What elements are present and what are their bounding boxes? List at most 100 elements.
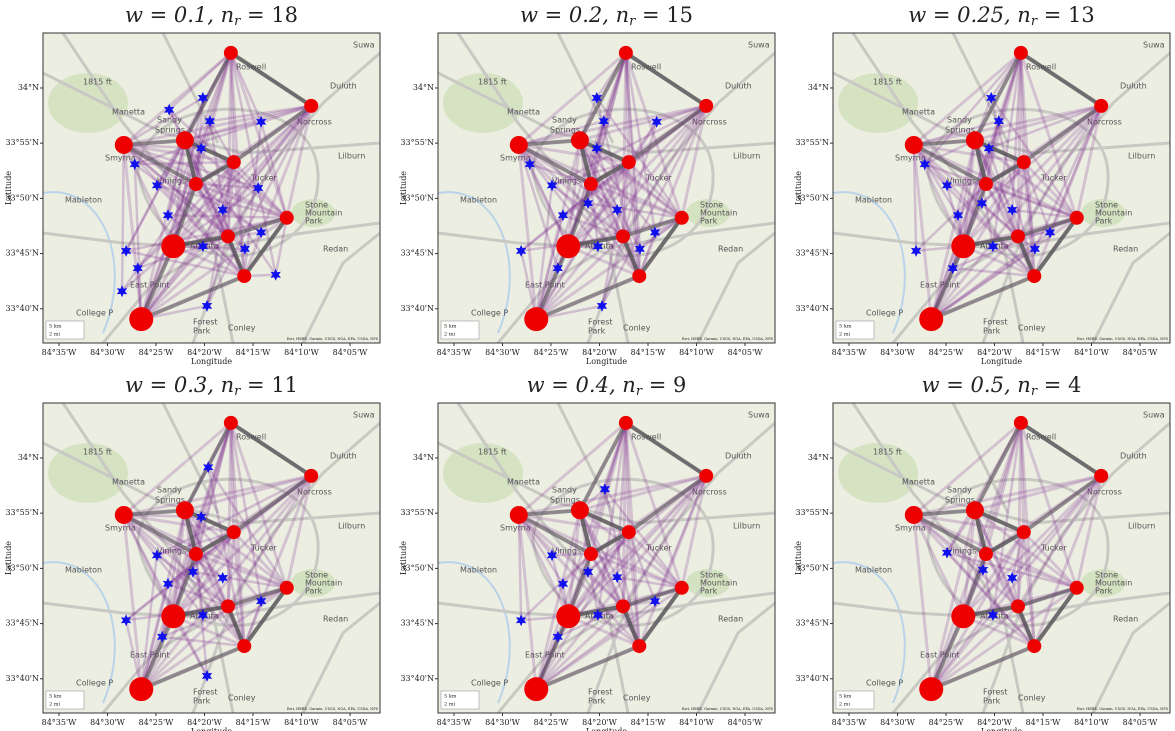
hub — [1017, 155, 1031, 169]
y-tick-label: 33°45'N — [795, 619, 829, 628]
place-label: Forest — [983, 688, 1008, 697]
y-axis-label: Latitude — [4, 541, 13, 575]
place-label: Lilburn — [338, 522, 365, 531]
hub — [510, 136, 528, 154]
attribution: Esri, HERE, Garmin, USGS, NGA, EPA, USDA… — [287, 337, 379, 341]
place-label: Suwa — [353, 41, 375, 50]
x-tick-label: 84°10'W — [284, 348, 320, 357]
hub — [221, 599, 235, 613]
place-label: Manetta — [902, 478, 935, 487]
title-main: w = 0.2, n — [520, 3, 629, 27]
place-label: 1815 ft — [83, 448, 112, 457]
hub — [237, 639, 251, 653]
title-end: = 18 — [240, 3, 298, 27]
place-label: Conley — [1018, 694, 1046, 703]
y-tick-label: 33°45'N — [5, 619, 39, 628]
place-label: Mableton — [460, 196, 497, 205]
x-axis-label: Longitude — [981, 727, 1022, 731]
hub — [556, 234, 580, 258]
y-axis-label: Latitude — [794, 171, 803, 205]
title-end: = 9 — [642, 373, 686, 397]
place-label: Conley — [228, 694, 256, 703]
x-tick-label: 84°30'W — [880, 348, 916, 357]
y-tick-label: 33°40'N — [400, 304, 434, 313]
hub — [966, 501, 984, 519]
place-label: Lilburn — [338, 152, 365, 161]
x-tick-label: 84°10'W — [679, 348, 715, 357]
place-label: Park — [1095, 217, 1113, 226]
y-axis-label: Latitude — [399, 541, 408, 575]
place-label: Duluth — [725, 452, 752, 461]
title-main: w = 0.1, n — [125, 3, 234, 27]
x-tick-label: 84°25'W — [929, 718, 965, 727]
hub — [115, 506, 133, 524]
scale-label: 2 mi — [444, 702, 456, 708]
x-tick-label: 84°20'W — [977, 718, 1013, 727]
place-label: College P — [471, 679, 508, 688]
hub — [524, 307, 548, 331]
place-label: Sandy — [157, 486, 182, 495]
title-main: w = 0.25, n — [908, 3, 1031, 27]
hub — [675, 581, 689, 595]
title-end: = 11 — [240, 373, 298, 397]
y-tick-label: 33°55'N — [400, 508, 434, 517]
panel-title: w = 0.4, nr = 9 — [527, 373, 687, 399]
place-label: Lilburn — [733, 152, 760, 161]
x-tick-label: 84°25'W — [139, 718, 175, 727]
hub — [979, 177, 993, 191]
x-tick-label: 84°20'W — [187, 718, 223, 727]
place-label: Suwa — [1143, 411, 1165, 420]
place-label: Redan — [718, 615, 743, 624]
hub — [189, 177, 203, 191]
y-tick-label: 33°40'N — [795, 304, 829, 313]
title-main: w = 0.3, n — [125, 373, 234, 397]
title-end: = 15 — [635, 3, 693, 27]
place-label: College P — [866, 679, 903, 688]
hub — [951, 604, 975, 628]
x-tick-label: 84°10'W — [1074, 718, 1110, 727]
y-tick-label: 33°40'N — [795, 674, 829, 683]
y-tick-label: 33°55'N — [5, 508, 39, 517]
y-tick-label: 33°45'N — [795, 249, 829, 258]
hub — [280, 581, 294, 595]
hub — [1017, 525, 1031, 539]
place-label: Conley — [1018, 324, 1046, 333]
x-tick-label: 84°20'W — [582, 348, 618, 357]
place-label: Manetta — [902, 108, 935, 117]
x-tick-label: 84°30'W — [90, 718, 126, 727]
x-axis-label: Longitude — [191, 727, 232, 731]
place-label: College P — [471, 309, 508, 318]
title-main: w = 0.5, n — [922, 373, 1031, 397]
map: RoswellDuluthManettaSandySpringsSmyrnaLi… — [438, 403, 775, 713]
hub — [227, 155, 241, 169]
scale-label: 2 mi — [49, 702, 61, 708]
place-label: Park — [983, 697, 1001, 706]
place-label: Conley — [228, 324, 256, 333]
panel-title: w = 0.1, nr = 18 — [125, 3, 298, 29]
scale-label: 2 mi — [49, 332, 61, 338]
hub — [905, 506, 923, 524]
y-tick-label: 34°N — [413, 83, 434, 92]
panel-title: w = 0.2, nr = 15 — [520, 3, 693, 29]
hub — [1094, 469, 1108, 483]
map: RoswellDuluthManettaSandySpringsSmyrnaLi… — [833, 33, 1170, 343]
x-tick-label: 84°20'W — [187, 348, 223, 357]
hub — [616, 599, 630, 613]
hub — [1027, 639, 1041, 653]
x-tick-label: 84°05'W — [1123, 348, 1159, 357]
attribution: Esri, HERE, Garmin, USGS, NGA, EPA, USDA… — [1077, 707, 1169, 711]
x-axis-label: Longitude — [586, 727, 627, 731]
panel: w = 0.3, nr = 11RoswellDuluthManettaSand… — [4, 373, 380, 731]
hub — [115, 136, 133, 154]
x-tick-label: 84°35'W — [832, 718, 868, 727]
hub — [221, 229, 235, 243]
place-label: Duluth — [330, 82, 357, 91]
attribution: Esri, HERE, Garmin, USGS, NGA, EPA, USDA… — [287, 707, 379, 711]
x-axis-label: Longitude — [586, 357, 627, 366]
place-label: Sandy — [552, 116, 577, 125]
title-end: = 13 — [1037, 3, 1095, 27]
x-tick-label: 84°05'W — [728, 348, 764, 357]
place-label: College P — [76, 679, 113, 688]
hub — [176, 501, 194, 519]
x-tick-label: 84°25'W — [534, 718, 570, 727]
